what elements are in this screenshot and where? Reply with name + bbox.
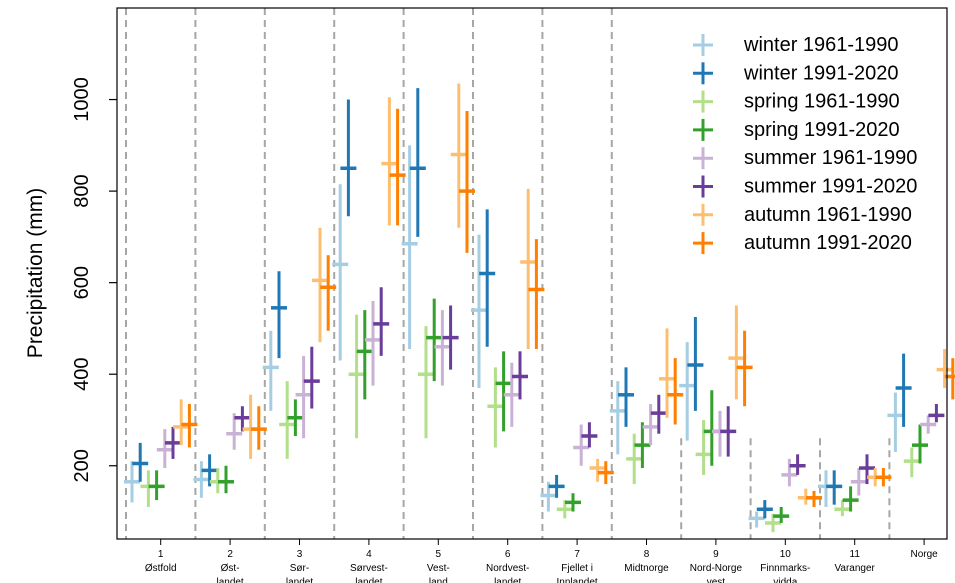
x-tick-label-line: 6 bbox=[505, 549, 511, 560]
x-tick-label-line: 10 bbox=[780, 549, 792, 560]
legend-label: winter 1961-1990 bbox=[743, 34, 899, 56]
series-0 bbox=[124, 145, 904, 528]
x-tick-label-line: 3 bbox=[297, 549, 303, 560]
x-tick-label-line: Nord-Norge bbox=[690, 563, 743, 574]
series-4 bbox=[156, 300, 937, 496]
legend-label: autumn 1991-2020 bbox=[744, 232, 912, 254]
x-tick-label-line: Finnmarks- bbox=[760, 563, 810, 574]
x-tick-label-line: Sørvest- bbox=[350, 563, 388, 574]
x-tick-label: 7 Fjellet i Innlandet bbox=[557, 549, 598, 583]
x-tick-label-line: 9 bbox=[713, 549, 719, 560]
series-1 bbox=[132, 88, 912, 519]
y-tick-label: 600 bbox=[71, 266, 93, 299]
series-7 bbox=[181, 108, 955, 507]
x-tick-label-line: 2 bbox=[227, 549, 233, 560]
y-axis: 200 400 600 800 1000 bbox=[71, 77, 117, 482]
legend-label: winter 1991-2020 bbox=[743, 62, 899, 84]
legend-item: winter 1991-2020 bbox=[693, 62, 899, 85]
legend-item: spring 1991-2020 bbox=[693, 119, 900, 141]
plot-frame bbox=[116, 7, 948, 540]
legend-item: autumn 1961-1990 bbox=[693, 203, 912, 226]
x-tick-label-line: land bbox=[429, 577, 448, 583]
error-bars bbox=[124, 83, 955, 533]
x-tick-label: 1 Østfold bbox=[145, 549, 177, 574]
x-tick-label-line: landet bbox=[286, 577, 313, 583]
x-tick-label-line: Fjellet i bbox=[561, 563, 593, 574]
x-tick-label: 9 Nord-Norge vest bbox=[690, 549, 743, 583]
region-separators bbox=[125, 8, 891, 539]
legend-label: autumn 1961-1990 bbox=[744, 204, 912, 226]
x-tick-label-line: Midtnorge bbox=[624, 563, 669, 574]
legend-item: summer 1961-1990 bbox=[693, 147, 917, 170]
legend-label: spring 1961-1990 bbox=[744, 91, 900, 113]
y-tick-label: 200 bbox=[71, 449, 93, 482]
x-tick-label-line: 4 bbox=[366, 549, 372, 560]
legend-item: summer 1991-2020 bbox=[693, 175, 917, 198]
x-tick-label-line: landet bbox=[355, 577, 382, 583]
x-tick-label: 3 Sør-landet bbox=[286, 549, 313, 583]
x-tick-label-line: Nordvest- bbox=[486, 563, 529, 574]
x-tick-label-line: Innlandet bbox=[557, 577, 598, 583]
x-tick-label: Norge bbox=[910, 549, 938, 560]
x-tick-label: 10 Finnmarks-vidda bbox=[760, 549, 810, 583]
y-tick-label: 400 bbox=[71, 358, 93, 391]
legend-label: spring 1991-2020 bbox=[744, 119, 900, 141]
x-tick-label-line: Sør- bbox=[290, 563, 309, 574]
x-tick-label-line: vest bbox=[707, 577, 726, 583]
legend-item: winter 1961-1990 bbox=[693, 34, 899, 56]
legend: winter 1961-1990 winter 1991-2020 spring 1… bbox=[693, 34, 917, 255]
x-axis: 1 Østfold 2 Øst-landet 3 Sør-landet 4 Sørvest-l… bbox=[145, 539, 938, 583]
x-tick-label-line: vidda bbox=[773, 577, 797, 583]
x-tick-label: 6 Nordvest-landet bbox=[486, 549, 529, 583]
x-tick-label-line: Norge bbox=[910, 549, 938, 560]
x-tick-label: 11 Varanger bbox=[834, 549, 875, 574]
legend-item: spring 1961-1990 bbox=[693, 90, 900, 113]
x-tick-label: 2 Øst-landet bbox=[216, 549, 243, 583]
series-5 bbox=[165, 287, 945, 485]
y-tick-label: 800 bbox=[71, 174, 93, 207]
x-tick-label-line: 8 bbox=[644, 549, 650, 560]
series-2 bbox=[140, 314, 920, 533]
x-tick-label-line: landet bbox=[494, 577, 521, 583]
y-axis-label: Precipitation (mm) bbox=[24, 188, 47, 358]
series-6 bbox=[173, 83, 953, 505]
y-tick-label: 1000 bbox=[71, 77, 93, 122]
legend-label: summer 1991-2020 bbox=[744, 176, 917, 198]
x-tick-label-line: 11 bbox=[850, 549, 861, 560]
x-tick-label-line: Østfold bbox=[145, 563, 177, 574]
x-tick-label-line: Varanger bbox=[834, 563, 875, 574]
x-tick-label-line: 1 bbox=[158, 549, 164, 560]
x-tick-label-line: Vest- bbox=[427, 563, 450, 574]
x-tick-label: 4 Sørvest-landet bbox=[350, 549, 388, 583]
x-tick-label-line: 5 bbox=[436, 549, 442, 560]
x-tick-label-line: Øst- bbox=[221, 563, 240, 574]
legend-label: summer 1961-1990 bbox=[744, 147, 917, 169]
x-tick-label-line: landet bbox=[216, 577, 243, 583]
series-3 bbox=[148, 298, 928, 523]
x-tick-label: 8 Midtnorge bbox=[624, 549, 669, 574]
x-tick-label: 5 Vest-land bbox=[427, 549, 450, 583]
x-tick-label-line: 7 bbox=[574, 549, 580, 560]
legend-item: autumn 1991-2020 bbox=[693, 232, 912, 255]
